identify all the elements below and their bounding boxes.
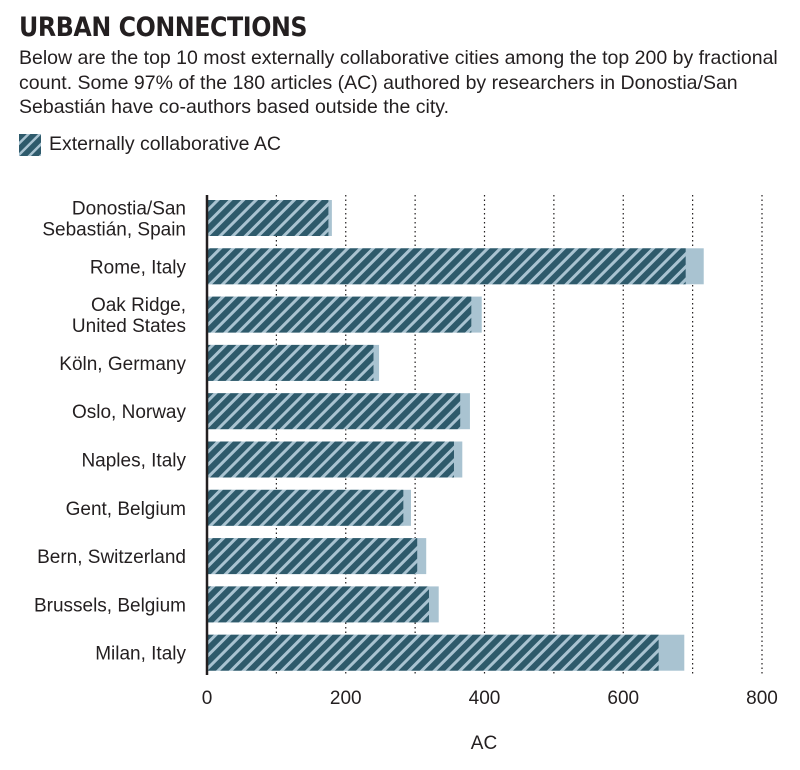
external-bar	[207, 296, 472, 333]
category-label: Milan, Italy	[95, 644, 186, 665]
category-labels: Donostia/San Sebastián, Spain Rome, Italy O…	[34, 199, 187, 665]
external-bar	[207, 586, 429, 623]
x-axis: 0 200 400 600 800 AC	[202, 195, 778, 754]
legend-label: Externally collaborative AC	[49, 133, 281, 155]
external-bar	[207, 441, 454, 478]
external-bar	[207, 393, 461, 430]
category-label: Köln, Germany	[59, 354, 186, 375]
category-label: Rome, Italy	[90, 257, 187, 278]
category-label: Brussels, Belgium	[34, 595, 186, 616]
category-label: Gent, Belgium	[66, 499, 186, 520]
category-label: Naples, Italy	[81, 451, 186, 472]
external-bar	[207, 538, 418, 575]
external-bar	[207, 489, 404, 526]
bars	[207, 200, 704, 671]
x-tick-label: 400	[469, 688, 501, 709]
legend: Externally collaborative AC	[19, 133, 281, 156]
x-tick-label: 800	[746, 688, 778, 709]
chart-description: Below are the top 10 most externally col…	[19, 47, 778, 118]
gridlines	[275, 195, 763, 675]
category-label: Donostia/San Sebastián, Spain	[42, 199, 186, 241]
legend-swatch	[19, 133, 41, 156]
chart-title: URBAN CONNECTIONS	[19, 12, 308, 43]
x-tick-label: 200	[330, 688, 362, 709]
category-label: Bern, Switzerland	[37, 547, 186, 568]
x-tick-label: 600	[607, 688, 639, 709]
x-tick-label: 0	[202, 688, 213, 709]
category-label: Oslo, Norway	[72, 402, 187, 423]
x-axis-title: AC	[471, 733, 497, 754]
external-bar	[207, 200, 329, 236]
external-bar	[207, 344, 374, 381]
category-label: Oak Ridge, United States	[72, 295, 186, 337]
external-bar	[207, 248, 686, 285]
external-bar	[207, 634, 659, 671]
